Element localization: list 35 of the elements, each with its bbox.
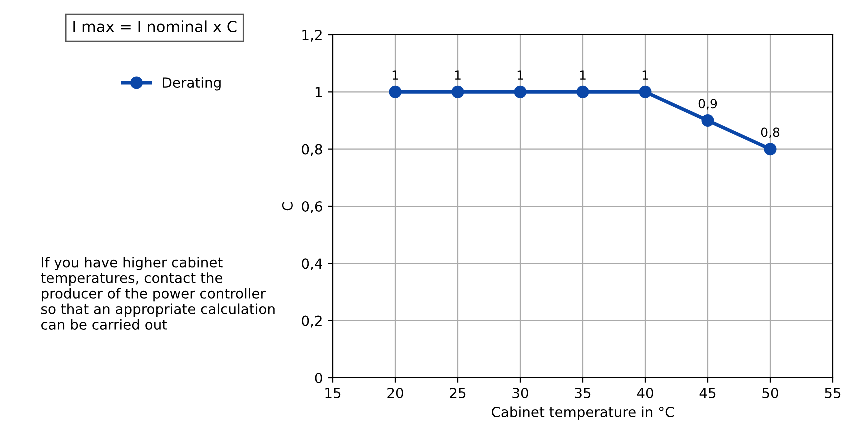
x-tick-label: 40 <box>637 388 654 398</box>
data-label: 1 <box>580 70 586 80</box>
point <box>764 143 777 156</box>
point <box>576 86 590 98</box>
data-label: 1 <box>455 70 461 80</box>
y-tick-label: 0 <box>315 372 322 384</box>
y-axis-title: C <box>282 202 293 211</box>
y-tick-label: 1,2 <box>302 30 322 42</box>
x-tick-label: 15 <box>326 388 341 398</box>
data-label: 0,8 <box>761 128 780 138</box>
y-tick-label: 0,2 <box>302 316 322 328</box>
y-tick-label: 0,4 <box>302 258 322 271</box>
text: I max = I nominal x C <box>74 20 237 33</box>
x-tick-label: 55 <box>825 388 841 398</box>
x-tick-label: 25 <box>450 388 466 398</box>
point <box>452 86 464 98</box>
y-tick-label: 0,8 <box>302 144 322 156</box>
data-label: 1 <box>392 70 398 80</box>
x-tick-label: 45 <box>700 388 716 398</box>
point <box>639 86 652 98</box>
y-tick-label: 0,6 <box>302 201 322 214</box>
point <box>514 86 527 98</box>
data-label: 1 <box>518 70 524 80</box>
legend-label: Derating <box>163 77 221 91</box>
point <box>389 86 402 98</box>
x-tick-label: 35 <box>575 388 591 398</box>
x-tick-label: 20 <box>388 388 404 398</box>
text: If you have higher cabinet temperatures, contact the producer of the power controller so that an appropriate calculation can be carried out <box>41 257 275 330</box>
data-label: 1 <box>642 70 648 80</box>
x-tick-label: 50 <box>762 388 778 398</box>
data-label: 0,9 <box>698 99 718 110</box>
x-axis-title: Cabinet temperature in °C <box>492 406 674 420</box>
x-tick-label: 30 <box>512 388 528 398</box>
point <box>702 114 714 127</box>
y-tick-label: 1 <box>316 87 322 98</box>
